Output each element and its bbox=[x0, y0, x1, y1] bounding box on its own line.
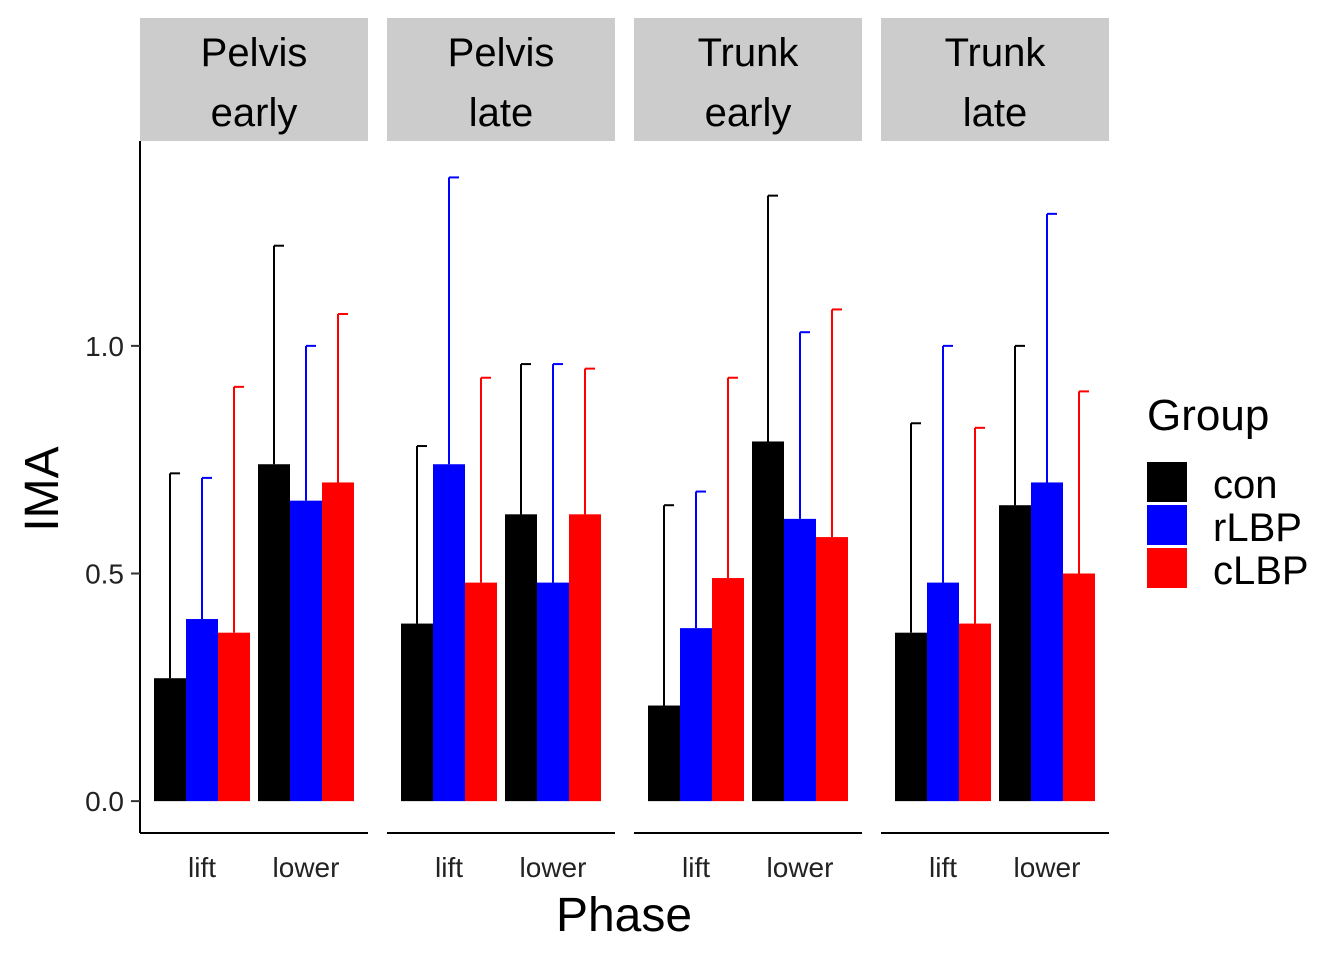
bar-clbp-lower bbox=[569, 514, 601, 802]
y-tick-label: 0.0 bbox=[85, 786, 124, 817]
bar-rlbp-lift bbox=[433, 464, 465, 802]
facet-trunk-late: Trunk late lift lower bbox=[881, 18, 1109, 883]
x-tick-label: lift bbox=[682, 852, 710, 883]
facet-strip bbox=[387, 18, 615, 141]
bar-con-lift bbox=[154, 678, 186, 802]
legend-title: Group bbox=[1147, 391, 1269, 440]
legend-key-con bbox=[1147, 462, 1187, 502]
bar-clbp-lift bbox=[465, 582, 497, 802]
facet-trunk-early: Trunk early lift lower bbox=[634, 18, 862, 883]
y-axis-title: IMA bbox=[16, 446, 69, 531]
bar-con-lower bbox=[505, 514, 537, 802]
x-tick-label: lift bbox=[188, 852, 216, 883]
facet-strip-label-line: early bbox=[705, 91, 792, 135]
legend-label-con: con bbox=[1213, 463, 1278, 507]
x-axis-title: Phase bbox=[556, 889, 692, 942]
bar-clbp-lower bbox=[816, 537, 848, 802]
facet-strip-label-line: Pelvis bbox=[448, 31, 555, 75]
x-tick-label: lift bbox=[435, 852, 463, 883]
bar-clbp-lift bbox=[959, 623, 991, 802]
bar-con-lower bbox=[999, 505, 1031, 802]
bar-rlbp-lift bbox=[186, 619, 218, 802]
x-tick-label: lower bbox=[1014, 852, 1081, 883]
bar-con-lift bbox=[401, 623, 433, 802]
facet-pelvis-late: Pelvis late lift lower bbox=[387, 18, 615, 883]
facet-strip-label-line: Trunk bbox=[945, 31, 1047, 75]
facet-strip bbox=[881, 18, 1109, 141]
x-tick-label: lower bbox=[767, 852, 834, 883]
facet-strip-label-line: early bbox=[211, 91, 298, 135]
facet-strip-label-line: late bbox=[963, 91, 1028, 135]
facet-strip bbox=[140, 18, 368, 141]
facet-pelvis-early: Pelvis early lift lower bbox=[140, 18, 368, 883]
bar-rlbp-lift bbox=[927, 582, 959, 802]
legend-key-clbp bbox=[1147, 548, 1187, 588]
bar-clbp-lower bbox=[1063, 573, 1095, 802]
bar-clbp-lift bbox=[218, 632, 250, 802]
facet-strip-label-line: Trunk bbox=[698, 31, 800, 75]
bar-rlbp-lower bbox=[784, 518, 816, 802]
x-tick-label: lower bbox=[273, 852, 340, 883]
legend-label-clbp: cLBP bbox=[1213, 549, 1309, 593]
y-tick-label: 0.5 bbox=[85, 559, 124, 590]
bar-rlbp-lower bbox=[537, 582, 569, 802]
bar-rlbp-lower bbox=[290, 500, 322, 802]
x-tick-label: lower bbox=[520, 852, 587, 883]
facet-strip bbox=[634, 18, 862, 141]
bar-clbp-lift bbox=[712, 578, 744, 802]
bar-clbp-lower bbox=[322, 482, 354, 802]
y-tick-label: 1.0 bbox=[85, 331, 124, 362]
legend-label-rlbp: rLBP bbox=[1213, 506, 1302, 550]
y-axis: 0.0 0.5 1.0 bbox=[85, 141, 141, 833]
bar-rlbp-lower bbox=[1031, 482, 1063, 802]
bar-con-lower bbox=[752, 441, 784, 802]
bar-con-lower bbox=[258, 464, 290, 802]
facet-strip-label-line: Pelvis bbox=[201, 31, 308, 75]
bar-con-lift bbox=[895, 632, 927, 802]
facet-strip-label-line: late bbox=[469, 91, 534, 135]
bar-con-lift bbox=[648, 705, 680, 802]
x-tick-label: lift bbox=[929, 852, 957, 883]
bar-rlbp-lift bbox=[680, 628, 712, 802]
legend-key-rlbp bbox=[1147, 505, 1187, 545]
